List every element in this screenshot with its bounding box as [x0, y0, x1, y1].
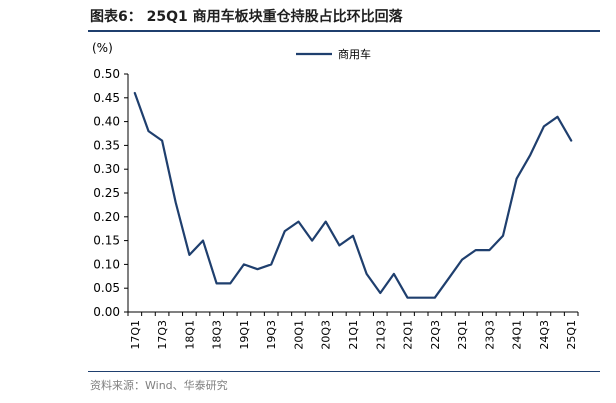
x-tick-label: 20Q1 — [292, 320, 305, 350]
x-tick-label: 17Q3 — [156, 320, 169, 350]
title-rule — [88, 30, 600, 32]
y-tick-label: 0.30 — [93, 162, 120, 176]
y-tick-label: 0.50 — [93, 67, 120, 81]
y-tick-label: 0.15 — [93, 234, 120, 248]
legend-label: 商用车 — [338, 47, 371, 61]
x-tick-label: 23Q3 — [483, 320, 496, 350]
x-tick-label: 21Q3 — [374, 320, 387, 350]
x-tick-label: 17Q1 — [129, 320, 142, 350]
y-tick-label: 0.40 — [93, 115, 120, 129]
y-tick-label: 0.00 — [93, 305, 120, 319]
y-tick-label: 0.10 — [93, 257, 120, 271]
x-tick-label: 20Q3 — [320, 320, 333, 350]
x-tick-label: 22Q1 — [402, 320, 415, 350]
y-tick-label: 0.20 — [93, 210, 120, 224]
y-tick-label: 0.05 — [93, 281, 120, 295]
footer-rule — [88, 371, 600, 372]
line-chart: (%) 0.00 0.05 0.10 0.15 0.20 0.25 0.30 0.35 0.40 0… — [92, 41, 579, 350]
x-tick-label: 24Q3 — [538, 320, 551, 350]
x-tick-label: 24Q1 — [511, 320, 524, 350]
x-tick-label: 18Q1 — [183, 320, 196, 350]
x-tick-label: 18Q3 — [211, 320, 224, 350]
x-tick-label: 19Q3 — [265, 320, 278, 350]
series-line-商用车 — [133, 91, 573, 299]
x-tick-label: 23Q1 — [456, 320, 469, 350]
y-tick-label: 0.35 — [93, 138, 120, 152]
y-tick-label: 0.45 — [93, 91, 120, 105]
title-bar: 图表6： 25Q1 商用车板块重仓持股占比环比回落 — [0, 0, 616, 33]
x-tick-label: 25Q1 — [565, 320, 578, 350]
y-axis-unit-label: (%) — [92, 41, 113, 55]
x-tick-label: 21Q1 — [347, 320, 360, 350]
source-note: 资料来源：Wind、华泰研究 — [90, 379, 228, 392]
y-tick-label: 0.25 — [93, 186, 120, 200]
x-tick-label: 19Q1 — [238, 320, 251, 350]
x-tick-label: 22Q3 — [429, 320, 442, 350]
chart-title: 图表6： 25Q1 商用车板块重仓持股占比环比回落 — [90, 9, 403, 25]
